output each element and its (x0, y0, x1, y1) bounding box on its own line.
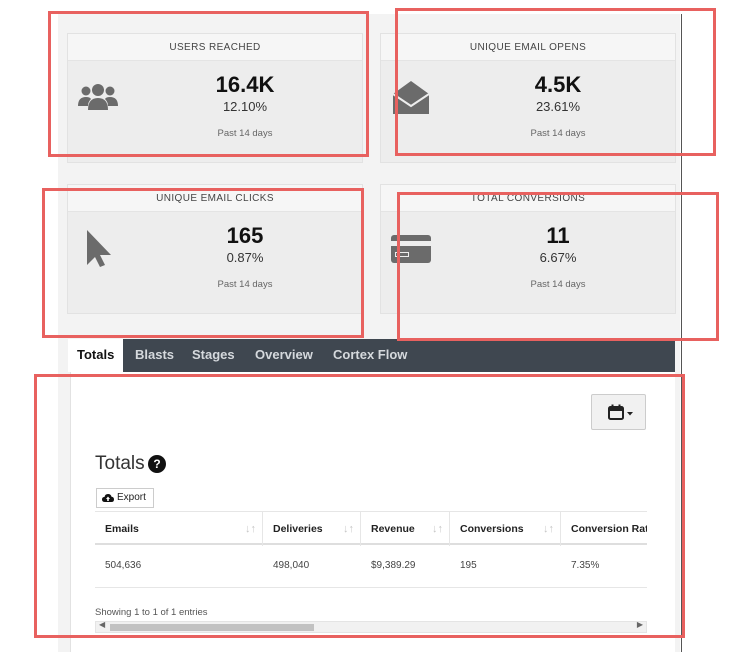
highlight-box (395, 8, 716, 156)
card-title: TOTAL CONVERSIONS (381, 185, 675, 212)
tab-overview[interactable]: Overview (255, 347, 313, 362)
card-period: Past 14 days (530, 279, 586, 290)
date-range-button[interactable] (591, 394, 646, 430)
column-header-conversions[interactable]: Conversions ↓↑ (450, 512, 561, 546)
card-percent: 12.10% (222, 99, 268, 114)
highlight-box (48, 11, 369, 157)
card-value: 165 (226, 223, 264, 248)
tab-cortex-flow[interactable]: Cortex Flow (333, 347, 408, 362)
export-button[interactable]: Export (96, 488, 154, 508)
column-header-deliveries[interactable]: Deliveries ↓↑ (263, 512, 361, 546)
column-header-conversion-rate[interactable]: Conversion Rat (561, 512, 647, 546)
card-percent: 23.61% (535, 99, 581, 114)
sort-icon: ↓↑ (245, 523, 256, 535)
table-info: Showing 1 to 1 of 1 entries (95, 607, 208, 618)
horizontal-scrollbar[interactable]: ◀ ▶ (95, 620, 647, 633)
column-header-emails[interactable]: Emails ↓↑ (95, 512, 263, 546)
question-circle-icon[interactable]: ? (148, 455, 166, 473)
table-cell: $9,389.29 (371, 560, 416, 571)
table-cell: 498,040 (273, 560, 310, 571)
totals-table: Emails ↓↑ Deliveries ↓↑ Revenue ↓↑ Conversi… (95, 511, 647, 597)
card-unique-email-opens: UNIQUE EMAIL OPENS 4.5K 23.61% Past 14 d… (380, 33, 676, 163)
card-value: 4.5K (534, 72, 582, 97)
card-total-conversions: TOTAL CONVERSIONS 11 6.67% Past 14 days (380, 184, 676, 314)
card-period: Past 14 days (217, 279, 273, 290)
tab-totals[interactable]: Totals (68, 339, 124, 372)
card-value: 16.4K (215, 72, 275, 97)
table-cell: 195 (460, 560, 477, 571)
totals-panel (70, 372, 675, 652)
column-header-revenue[interactable]: Revenue ↓↑ (361, 512, 450, 546)
card-unique-email-clicks: UNIQUE EMAIL CLICKS 165 0.87% Past 14 da… (67, 184, 363, 314)
highlight-box (34, 374, 685, 638)
calendar-icon (608, 404, 633, 420)
page-border (681, 14, 682, 652)
cursor-arrow-icon (77, 227, 119, 269)
highlight-box (42, 188, 364, 338)
card-percent: 0.87% (226, 250, 264, 265)
table-cell: 504,636 (105, 560, 142, 571)
table-cell: 7.35% (571, 560, 600, 571)
tab-stages[interactable]: Stages (192, 347, 235, 362)
card-users-reached: USERS REACHED 16.4K 12.10% Past 14 days (67, 33, 363, 163)
open-envelope-icon (390, 76, 432, 118)
export-label: Export (117, 492, 146, 503)
sort-icon: ↓↑ (432, 523, 443, 535)
credit-card-icon (390, 227, 432, 269)
tab-bar: Totals Blasts Stages Overview Cortex Flo… (68, 339, 675, 372)
card-period: Past 14 days (217, 128, 273, 139)
users-icon (77, 76, 119, 118)
card-percent: 6.67% (539, 250, 577, 265)
panel-title: Totals (95, 453, 145, 474)
cloud-upload-icon (102, 494, 114, 502)
tab-blasts[interactable]: Blasts (135, 347, 175, 362)
row-divider (95, 587, 647, 588)
card-title: USERS REACHED (68, 34, 362, 61)
scroll-left-icon[interactable]: ◀ (99, 620, 106, 629)
sort-icon: ↓↑ (343, 523, 354, 535)
card-title: UNIQUE EMAIL OPENS (381, 34, 675, 61)
scroll-right-icon[interactable]: ▶ (636, 620, 643, 629)
highlight-box (397, 192, 719, 341)
card-value: 11 (546, 223, 570, 248)
card-period: Past 14 days (530, 128, 586, 139)
scrollbar-thumb[interactable] (110, 624, 314, 631)
table-header: Emails ↓↑ Deliveries ↓↑ Revenue ↓↑ Conversi… (95, 511, 647, 546)
sort-icon: ↓↑ (543, 523, 554, 535)
